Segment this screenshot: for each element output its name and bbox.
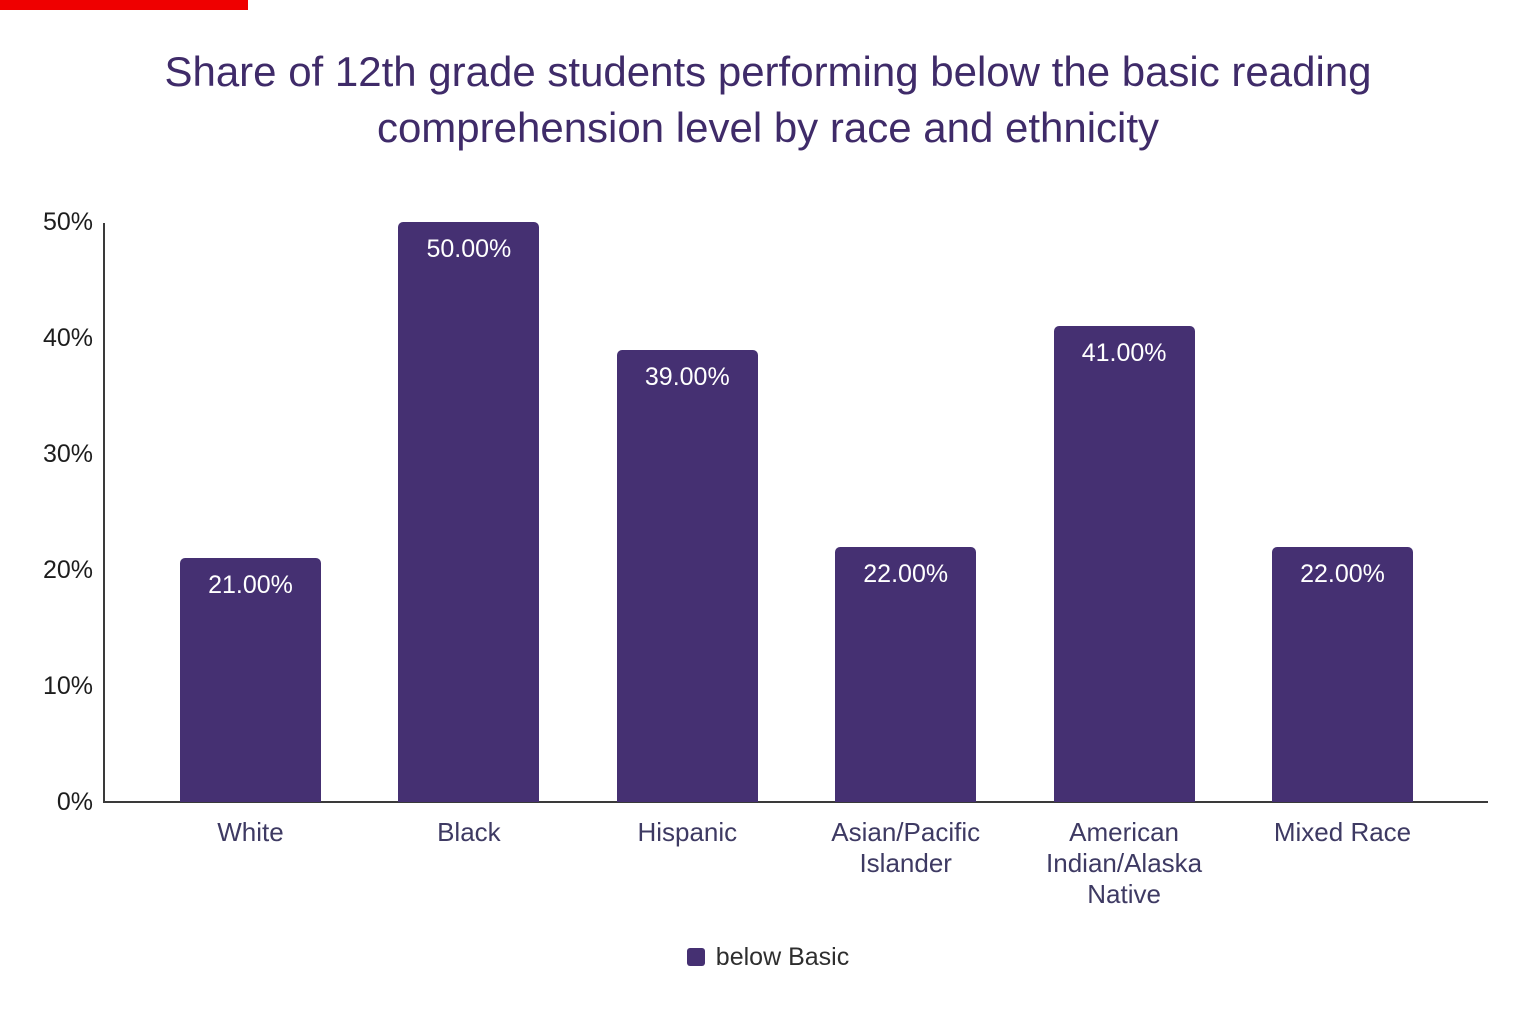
- y-tick-label: 40%: [42, 324, 93, 352]
- bar-value-label: 22.00%: [863, 559, 949, 588]
- y-tick-label: 0%: [56, 788, 93, 816]
- video-progress-strip: [0, 0, 248, 10]
- legend: below Basic: [0, 944, 1536, 970]
- x-category-label: Mixed Race: [1273, 817, 1412, 847]
- bar: 22.00%: [1272, 546, 1413, 802]
- bar: 41.00%: [1053, 326, 1195, 802]
- legend-label: below Basic: [715, 943, 850, 971]
- bar-value-label: 50.00%: [426, 235, 512, 263]
- y-tick-label: 30%: [42, 440, 93, 468]
- bar-value-label: 22.00%: [1300, 559, 1385, 588]
- x-category-label: Hispanic: [637, 817, 738, 847]
- bar-value-label: 39.00%: [644, 362, 730, 391]
- y-tick-label: 20%: [42, 556, 93, 584]
- bar: 39.00%: [616, 349, 758, 802]
- y-tick-label: 50%: [42, 208, 93, 236]
- legend-swatch: [686, 948, 705, 966]
- y-axis-line: [103, 223, 105, 803]
- x-category-label: American Indian/Alaska Native: [1046, 817, 1203, 909]
- x-category-label: Asian/Pacific Islander: [831, 817, 981, 878]
- x-category-label: Black: [437, 817, 501, 847]
- bar: 21.00%: [180, 558, 321, 802]
- bar-value-label: 21.00%: [208, 571, 293, 600]
- bar: 22.00%: [835, 546, 977, 802]
- y-tick-label: 10%: [42, 672, 93, 700]
- chart-title: Share of 12th grade students performing …: [164, 48, 1372, 151]
- bar-value-label: 41.00%: [1081, 339, 1167, 368]
- bar: 50.00%: [398, 222, 540, 802]
- x-category-label: White: [217, 817, 284, 847]
- x-axis-line: [103, 801, 1488, 803]
